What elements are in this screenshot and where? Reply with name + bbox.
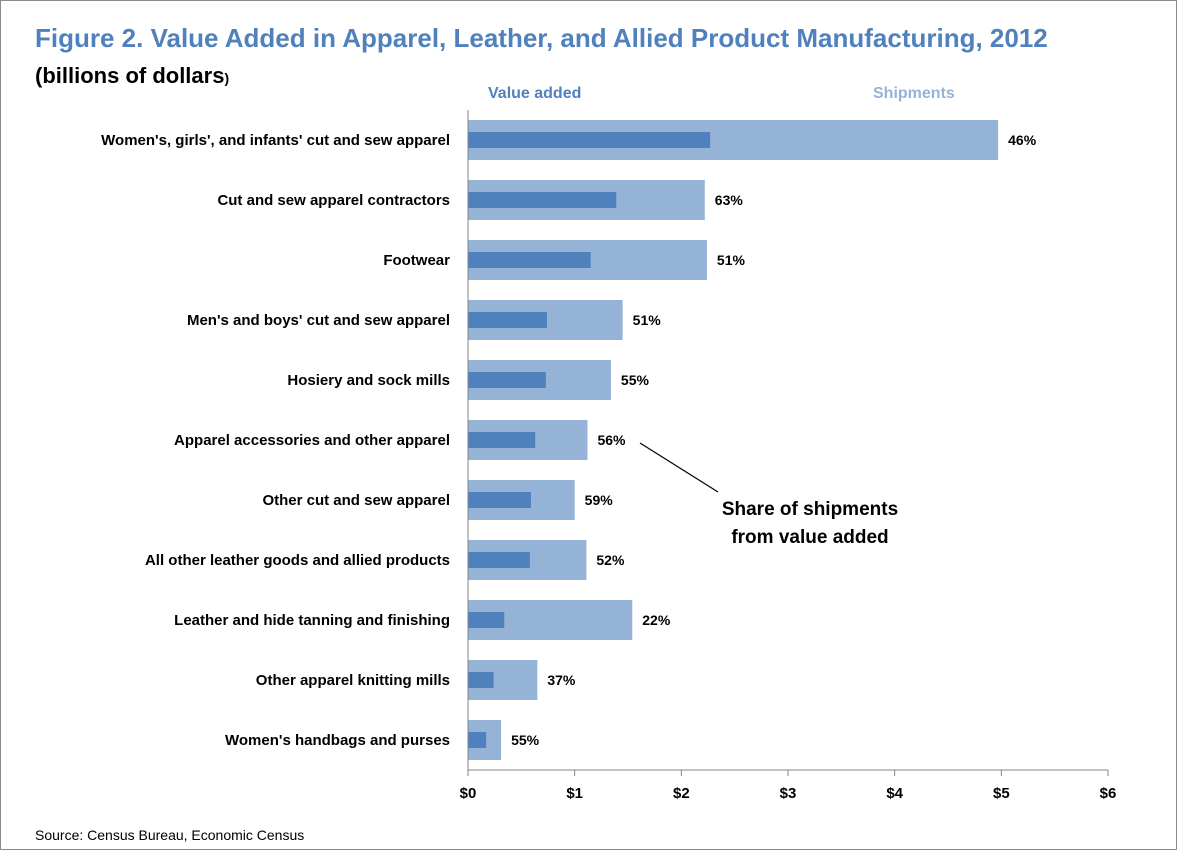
category-label: Apparel accessories and other apparel <box>174 432 450 449</box>
annotation-line-2: from value added <box>731 527 888 548</box>
legend-value-added: Value added <box>488 85 582 102</box>
category-label: Women's handbags and purses <box>225 732 450 749</box>
x-tick-label: $6 <box>1100 785 1117 802</box>
x-tick-label: $1 <box>566 785 583 802</box>
category-label: Leather and hide tanning and finishing <box>174 612 450 629</box>
value-added-bar <box>468 432 536 448</box>
subtitle-paren: ) <box>224 70 230 86</box>
share-label: 52% <box>596 552 625 568</box>
category-label: Women's, girls', and infants' cut and se… <box>101 132 450 149</box>
value-added-bar <box>468 312 547 328</box>
share-label: 55% <box>511 732 540 748</box>
category-label: All other leather goods and allied produ… <box>145 552 450 569</box>
x-tick-label: $3 <box>780 785 797 802</box>
annotation-line-1: Share of shipments <box>722 499 898 520</box>
category-label: Other apparel knitting mills <box>256 672 450 689</box>
category-label: Cut and sew apparel contractors <box>217 192 450 209</box>
chart-title: Figure 2. Value Added in Apparel, Leathe… <box>35 23 1048 53</box>
value-added-bar <box>468 612 505 628</box>
value-added-bar <box>468 672 494 688</box>
chart-subtitle: (billions of dollars) <box>35 63 229 89</box>
share-label: 55% <box>621 372 650 388</box>
value-added-bar <box>468 132 711 148</box>
value-added-bar <box>468 372 546 388</box>
x-tick-label: $0 <box>460 785 477 802</box>
subtitle-text: (billions of dollars <box>35 63 225 88</box>
x-tick-label: $2 <box>673 785 690 802</box>
share-label: 59% <box>585 492 614 508</box>
share-label: 51% <box>633 312 662 328</box>
share-label: 46% <box>1008 132 1037 148</box>
share-label: 51% <box>717 252 746 268</box>
share-label: 22% <box>642 612 671 628</box>
share-label: 56% <box>597 432 626 448</box>
category-label: Men's and boys' cut and sew apparel <box>187 312 450 329</box>
value-added-bar <box>468 492 531 508</box>
x-tick-label: $4 <box>886 785 903 802</box>
legend-shipments: Shipments <box>873 85 955 102</box>
category-label: Other cut and sew apparel <box>262 492 450 509</box>
annotation-leader-line <box>639 442 719 493</box>
share-label: 37% <box>547 672 576 688</box>
value-added-bar <box>468 252 591 268</box>
x-tick-label: $5 <box>993 785 1010 802</box>
value-added-bar <box>468 552 530 568</box>
value-added-bar <box>468 192 617 208</box>
category-label: Footwear <box>383 252 450 269</box>
share-label: 63% <box>715 192 744 208</box>
source-note: Source: Census Bureau, Economic Census <box>35 827 305 843</box>
value-added-bar <box>468 732 487 748</box>
category-label: Hosiery and sock mills <box>287 372 450 389</box>
